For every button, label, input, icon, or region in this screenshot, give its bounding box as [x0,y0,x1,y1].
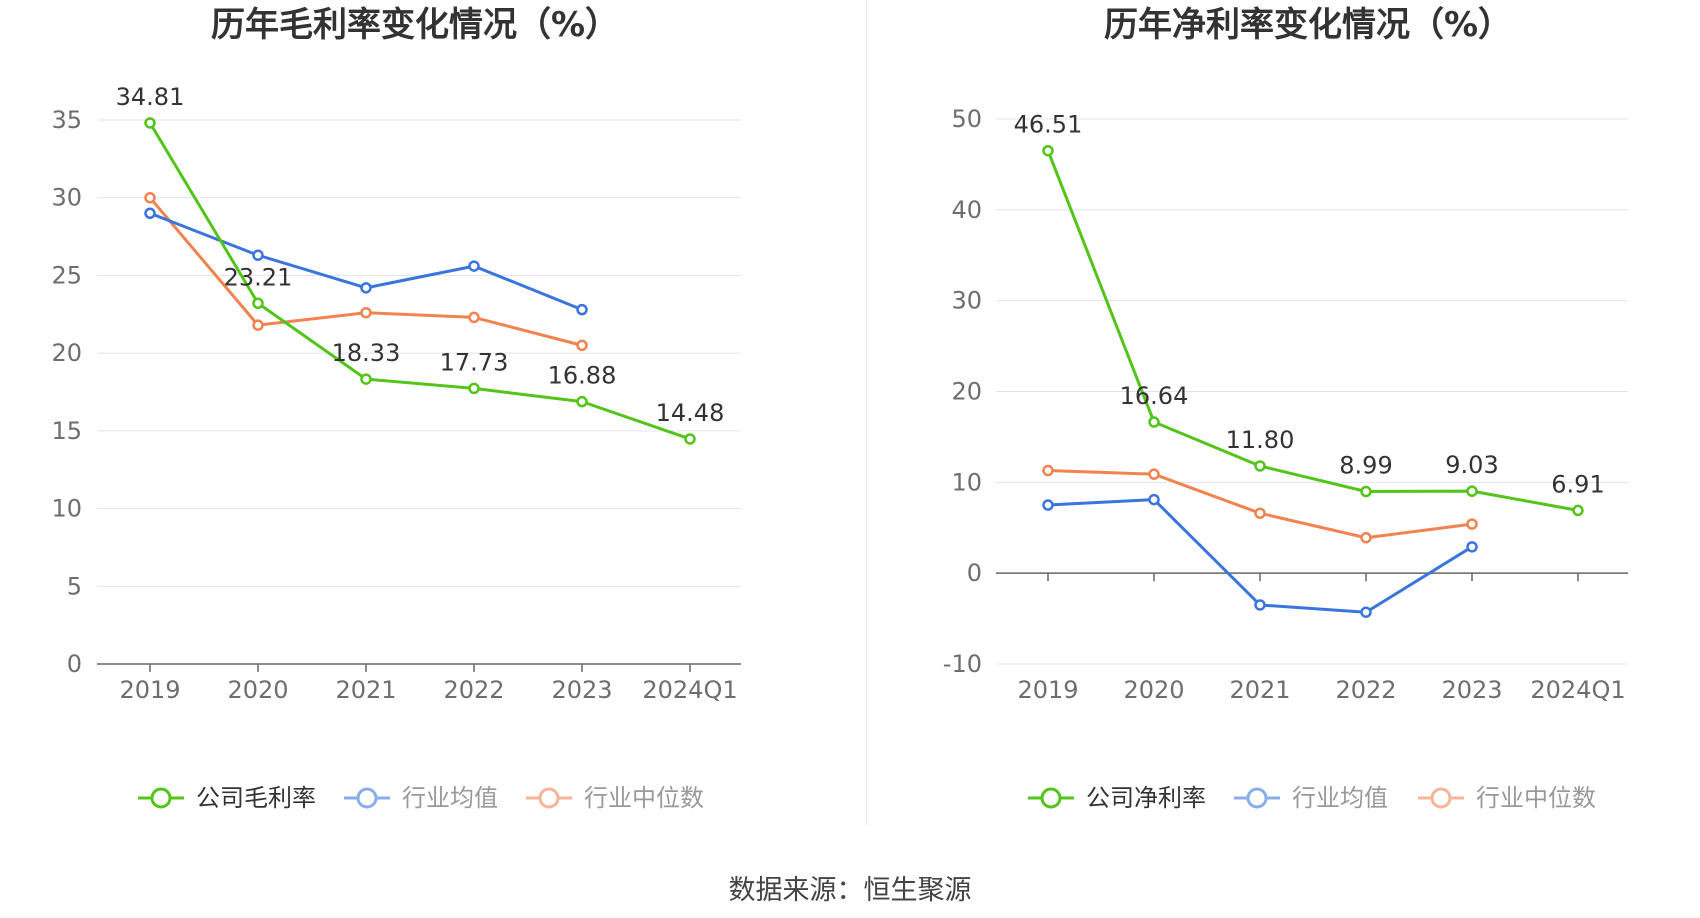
data-point [684,433,696,445]
data-point [468,311,480,324]
y-tick-label: 30 [51,184,82,212]
legend-marker [1246,787,1268,809]
data-label: 14.48 [656,399,725,427]
data-point [576,339,588,352]
gross-margin-chart-svg: 历年毛利率变化情况（%） 0 5 10 15 20 25 30 35 2019 2020 2021 20… [51,5,741,812]
y-tick-label: 20 [951,378,982,406]
y-tick-label: 50 [951,105,982,133]
x-tick-label: 2020 [227,676,288,704]
data-point [144,117,156,129]
data-point [1572,504,1584,517]
data-point [1466,518,1478,530]
data-label: 16.88 [548,362,617,390]
data-point [1360,485,1372,498]
data-label: 17.73 [440,348,509,376]
series-line [1047,469,1473,540]
data-point [1254,599,1266,611]
net-margin-chart-svg: 历年净利率变化情况（%） -10 0 10 20 30 40 50 2019 2020 2021 20… [943,5,1628,812]
y-tick-label: -10 [943,650,982,678]
data-point [1148,493,1160,506]
y-tick-label: 25 [51,261,82,289]
y-tick-label: 0 [67,650,82,678]
data-point [576,303,588,316]
legend-label: 公司净利率 [1086,784,1206,812]
series-line [149,211,583,312]
data-point [576,395,588,408]
data-point [1254,460,1266,472]
x-tick-label: 2019 [119,676,180,704]
data-point [1466,485,1478,497]
chart-title: 历年净利率变化情况（%） [1104,5,1512,45]
x-tick-label: 2024Q1 [642,676,737,704]
data-label: 6.91 [1551,470,1604,498]
x-tick-label: 2019 [1017,676,1078,704]
x-tick-label: 2021 [1229,676,1290,704]
legend-label: 行业中位数 [1476,784,1596,812]
legend-marker [538,787,560,809]
series-line [148,196,583,347]
y-tick-label: 15 [51,417,82,445]
legend-label: 行业中位数 [584,784,704,812]
data-point [144,207,156,220]
legend-label: 行业均值 [402,784,498,812]
x-tick-label: 2023 [551,676,612,704]
x-tick-label: 2023 [1441,676,1502,704]
data-source: 数据来源：恒生聚源 [728,875,972,906]
series-line [148,122,691,441]
data-point [360,282,372,294]
legend-marker [356,787,378,809]
data-point [1042,464,1054,477]
x-tick-label: 2022 [443,676,504,704]
y-tick-label: 10 [951,468,982,496]
legend-marker [1430,787,1452,809]
y-tick-label: 10 [51,495,82,523]
x-tick-label: 2024Q1 [1530,676,1625,704]
legend-marker [1040,787,1062,809]
data-point [360,306,372,319]
data-point [252,249,264,261]
panel-divider [866,0,867,825]
data-point [1360,531,1372,544]
data-point [1148,468,1160,480]
data-label: 9.03 [1445,451,1498,479]
data-label: 34.81 [116,83,185,111]
y-tick-label: 5 [67,572,82,600]
data-point [1042,144,1054,157]
series-line [1046,150,1579,512]
data-point [144,191,156,204]
data-point [1148,416,1160,428]
legend-marker [150,787,172,809]
legend-label: 公司毛利率 [196,784,316,812]
y-tick-label: 30 [951,287,982,315]
data-label: 18.33 [332,339,401,367]
net-margin-chart: 历年净利率变化情况（%） -10 0 10 20 30 40 50 2019 2020 2021 20… [866,0,1700,918]
chart-title: 历年毛利率变化情况（%） [211,5,619,45]
data-point [252,319,264,331]
data-label: 16.64 [1120,382,1189,410]
y-tick-label: 35 [51,106,82,134]
y-tick-label: 40 [951,196,982,224]
x-tick-label: 2022 [1335,676,1396,704]
data-point [468,382,480,395]
data-point [252,297,264,310]
legend-label: 行业均值 [1292,784,1388,812]
data-point [1254,507,1266,519]
data-point [1466,541,1478,553]
data-point [1360,606,1372,618]
data-label: 11.80 [1226,426,1295,454]
data-point [360,373,372,385]
data-label: 46.51 [1014,111,1083,139]
x-tick-label: 2020 [1123,676,1184,704]
y-tick-label: 0 [967,559,982,587]
data-point [468,260,480,272]
data-point [1042,499,1054,511]
x-tick-label: 2021 [335,676,396,704]
data-label: 8.99 [1339,452,1392,480]
data-label: 23.21 [224,263,293,291]
gross-margin-chart: 历年毛利率变化情况（%） 0 5 10 15 20 25 30 35 2019 2020 2021 20… [51,5,741,812]
y-tick-label: 20 [51,339,82,367]
